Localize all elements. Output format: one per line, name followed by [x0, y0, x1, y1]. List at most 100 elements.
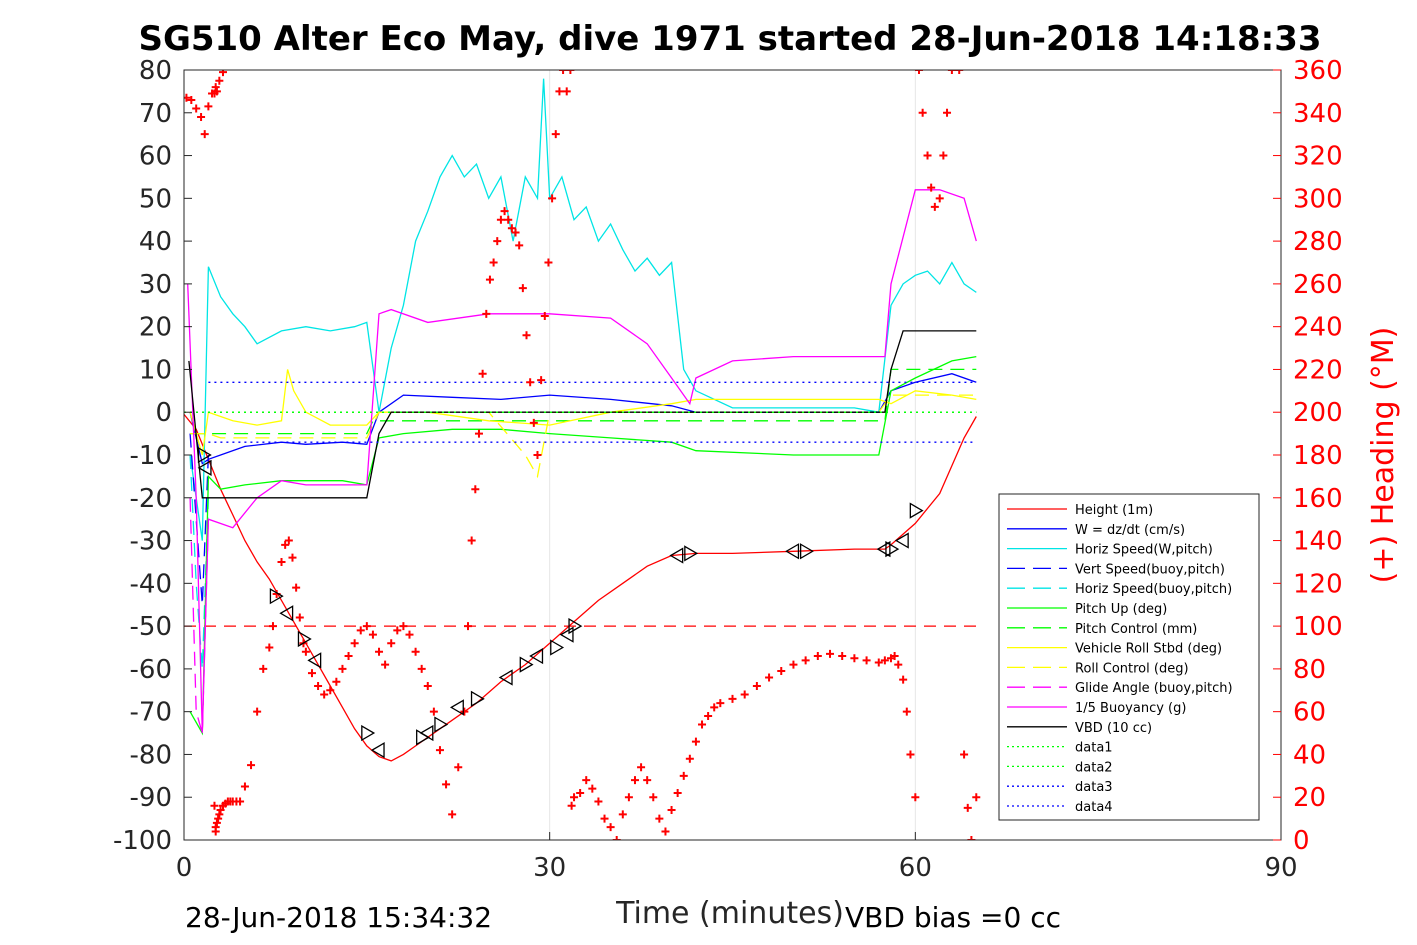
left-tick-label: -40	[130, 569, 172, 599]
left-tick-label: 30	[139, 270, 172, 300]
heading-point	[533, 451, 542, 459]
heading-point	[393, 626, 402, 635]
heading-point	[368, 630, 377, 639]
heading-point	[600, 814, 609, 823]
plot-area	[184, 70, 981, 840]
heading-point	[551, 130, 560, 139]
heading-point	[740, 690, 749, 699]
heading-point	[765, 673, 774, 682]
bottom-tick-label: 0	[176, 853, 193, 883]
heading-point	[655, 814, 664, 823]
heading-point	[288, 553, 297, 562]
left-tick-label: -60	[130, 655, 172, 685]
series-line-pitch-up-deg	[189, 355, 977, 736]
axes: 80706050403020100-10-20-30-40-50-60-70-8…	[113, 56, 1343, 883]
dive-marker-triangle	[197, 459, 212, 476]
heading-point	[576, 788, 585, 797]
dive-marker-triangle	[449, 699, 464, 716]
left-tick-label: -100	[113, 826, 172, 856]
legend-entry-label: data2	[1075, 760, 1113, 775]
dive-marker-triangle	[434, 716, 449, 733]
left-tick-label: 80	[139, 56, 172, 86]
heading-point	[930, 202, 939, 211]
dive-marker-triangle	[498, 669, 513, 686]
heading-point	[295, 613, 304, 622]
legend-entry-label: Height (1m)	[1075, 503, 1153, 518]
dive-marker-triangle	[785, 543, 800, 560]
heading-point	[874, 658, 883, 667]
dive-marker-triangle	[799, 543, 814, 560]
legend-entry-label: Pitch Up (deg)	[1075, 602, 1167, 617]
left-tick-label: -20	[130, 484, 172, 514]
heading-point	[507, 224, 516, 233]
plot-series-group	[184, 70, 981, 840]
right-tick-label: 180	[1293, 441, 1343, 471]
heading-point	[399, 622, 408, 631]
heading-point	[704, 711, 713, 720]
dive-marker-triangle	[529, 647, 544, 665]
heading-point	[417, 664, 426, 673]
right-tick-label: 100	[1293, 612, 1343, 642]
left-tick-label: -80	[130, 740, 172, 770]
dive-marker-triangle	[568, 617, 583, 635]
heading-point	[624, 793, 633, 802]
dive-marker-triangle	[307, 652, 322, 669]
heading-point	[890, 652, 899, 661]
legend-entry-label: data1	[1075, 741, 1113, 756]
legend-entry-label: Horiz Speed(buoy,pitch)	[1075, 582, 1232, 597]
heading-point	[752, 682, 761, 690]
heading-point	[943, 108, 952, 117]
left-tick-label: -10	[130, 441, 172, 471]
right-tick-label: 200	[1293, 398, 1343, 428]
heading-point	[570, 793, 579, 802]
right-tick-label: 260	[1293, 270, 1343, 300]
heading-point	[716, 699, 725, 708]
dive-marker-triangle	[470, 690, 485, 707]
dive-marker-triangle	[885, 540, 900, 558]
heading-point	[906, 750, 915, 759]
heading-point	[211, 83, 220, 92]
legend-entry-label: Roll Control (deg)	[1075, 661, 1189, 676]
left-tick-label: 70	[139, 99, 172, 129]
dive-marker-triangle	[684, 545, 699, 562]
heading-point	[320, 690, 329, 699]
heading-point	[567, 801, 576, 810]
heading-point	[471, 485, 480, 494]
series-line-w-dz-dt-cm-s	[189, 373, 977, 465]
heading-point	[537, 376, 546, 385]
heading-point	[518, 284, 527, 293]
heading-point	[187, 95, 196, 104]
heading-point	[219, 70, 228, 77]
heading-point	[292, 583, 301, 592]
heading-point	[947, 70, 956, 74]
legend-entry-label: Vehicle Roll Stbd (deg)	[1075, 642, 1222, 657]
bottom-tick-label: 30	[533, 853, 566, 883]
right-tick-label: 240	[1293, 313, 1343, 343]
heading-point	[673, 788, 682, 797]
legend: Height (1m) W = dz/dt (cm/s) Horiz Speed(W…	[998, 493, 1260, 821]
heading-point	[661, 827, 670, 836]
heading-point	[478, 369, 487, 378]
right-tick-label: 300	[1293, 184, 1343, 214]
left-tick-label: 60	[139, 142, 172, 172]
heading-point	[314, 682, 323, 690]
heading-point	[548, 194, 557, 203]
dive-marker-triangle	[894, 532, 909, 549]
legend-entry-label: data4	[1075, 800, 1113, 815]
heading-point	[927, 183, 936, 192]
heading-point	[467, 536, 476, 545]
heading-point	[215, 810, 224, 819]
heading-point	[555, 87, 564, 96]
dive-marker-triangle	[269, 588, 284, 605]
heading-point	[813, 652, 822, 661]
legend-entry-label: 1/5 Buoyancy (g)	[1075, 701, 1186, 716]
heading-point	[381, 660, 390, 669]
heading-point	[197, 113, 206, 122]
right-tick-label: 20	[1293, 783, 1326, 813]
heading-point	[211, 823, 220, 832]
heading-point	[247, 761, 256, 770]
right-tick-label: 0	[1293, 826, 1310, 856]
legend-entry-label: VBD (10 cc)	[1075, 721, 1152, 736]
left-tick-label: -70	[130, 698, 172, 728]
left-tick-label: 10	[139, 355, 172, 385]
